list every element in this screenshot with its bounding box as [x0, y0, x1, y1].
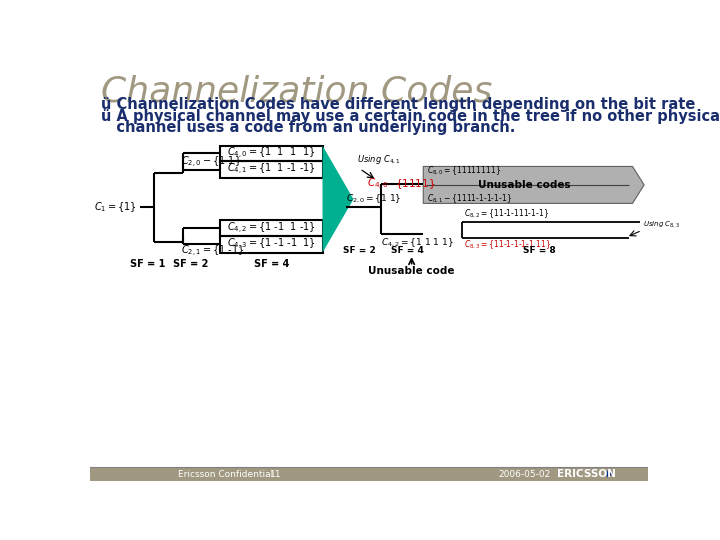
- Text: 11: 11: [270, 470, 282, 478]
- Text: Ericsson Confidential: Ericsson Confidential: [178, 470, 274, 478]
- Bar: [220, 146, 323, 161]
- Bar: [220, 236, 323, 253]
- Text: $\{1111\}$: $\{1111\}$: [395, 177, 435, 191]
- Text: $Using\ C_{8,3}$: $Using\ C_{8,3}$: [642, 219, 680, 229]
- Bar: [220, 220, 323, 236]
- Bar: [220, 161, 323, 178]
- Text: channel uses a code from an underlying branch.: channel uses a code from an underlying b…: [101, 120, 516, 135]
- Text: ü Channelization Codes have different length depending on the bit rate: ü Channelization Codes have different le…: [101, 97, 696, 112]
- Text: $C_{2,1} = \{1\ \text{-}1\}$: $C_{2,1} = \{1\ \text{-}1\}$: [181, 244, 245, 259]
- Text: $C_{2,0} - \{1\ 1\}$: $C_{2,0} - \{1\ 1\}$: [181, 155, 241, 170]
- Text: $C_1 = \{1\}$: $C_1 = \{1\}$: [94, 200, 138, 214]
- Text: Unusable codes: Unusable codes: [477, 180, 570, 190]
- Text: $C_{8,0} = \{11111111\}$: $C_{8,0} = \{11111111\}$: [427, 164, 501, 177]
- Text: $C_{8,1} - \{1111\text{-}1\text{-}1\text{-}1\text{-}1\}$: $C_{8,1} - \{1111\text{-}1\text{-}1\text…: [427, 192, 512, 205]
- Text: $C_{4,0} = \{1\ \ 1\ \ 1\ \ 1\}$: $C_{4,0} = \{1\ \ 1\ \ 1\ \ 1\}$: [228, 146, 315, 161]
- Polygon shape: [323, 146, 354, 253]
- Text: ERICSSON: ERICSSON: [557, 469, 616, 479]
- Text: $C_{4,2} = \{1\ \text{-}1\ \ 1\ \text{-}1\}$: $C_{4,2} = \{1\ \text{-}1\ \ 1\ \text{-}…: [227, 220, 316, 235]
- Text: $C_{2,0} = \{1\ 1\}$: $C_{2,0} = \{1\ 1\}$: [346, 192, 401, 205]
- Text: Unusable code: Unusable code: [369, 266, 455, 276]
- Text: $C_{4,2} = \{1\ 1\ 1\ 1\}$: $C_{4,2} = \{1\ 1\ 1\ 1\}$: [381, 237, 454, 249]
- Bar: [90, 468, 648, 481]
- Text: ü A physical channel may use a certain code in the tree if no other physical: ü A physical channel may use a certain c…: [101, 109, 720, 124]
- Polygon shape: [607, 470, 613, 477]
- Text: SF = 4: SF = 4: [391, 246, 424, 255]
- Text: $C_{4,1} = \{1\ \ 1\ \text{-}1\ \text{-}1\}$: $C_{4,1} = \{1\ \ 1\ \text{-}1\ \text{-}…: [227, 162, 316, 177]
- Text: $C_{8,3} = \{11\text{-}1\text{-}1\text{-}1\text{-}1\ 11\}$: $C_{8,3} = \{11\text{-}1\text{-}1\text{-…: [464, 239, 552, 252]
- Text: Channelization Codes: Channelization Codes: [101, 75, 492, 109]
- Text: 2006-05-02: 2006-05-02: [498, 470, 550, 478]
- Polygon shape: [423, 166, 644, 204]
- Text: $Using\ C_{4,1}$: $Using\ C_{4,1}$: [357, 154, 401, 166]
- Text: SF = 4: SF = 4: [253, 259, 289, 268]
- Text: SF = 2: SF = 2: [173, 259, 208, 268]
- Text: SF = 1: SF = 1: [130, 259, 165, 268]
- Text: SF = 8: SF = 8: [523, 246, 556, 255]
- Text: $C_{4,0}$: $C_{4,0}$: [366, 177, 388, 192]
- Text: $C_{8,2} = \{11\text{-}1\text{-}111\text{-}1\text{-}1\}$: $C_{8,2} = \{11\text{-}1\text{-}111\text…: [464, 208, 549, 220]
- Text: SF = 2: SF = 2: [343, 246, 376, 255]
- Text: $C_{4,3} = \{1\ \text{-}1\ \text{-}1\ \ 1\}$: $C_{4,3} = \{1\ \text{-}1\ \text{-}1\ \ …: [227, 237, 316, 252]
